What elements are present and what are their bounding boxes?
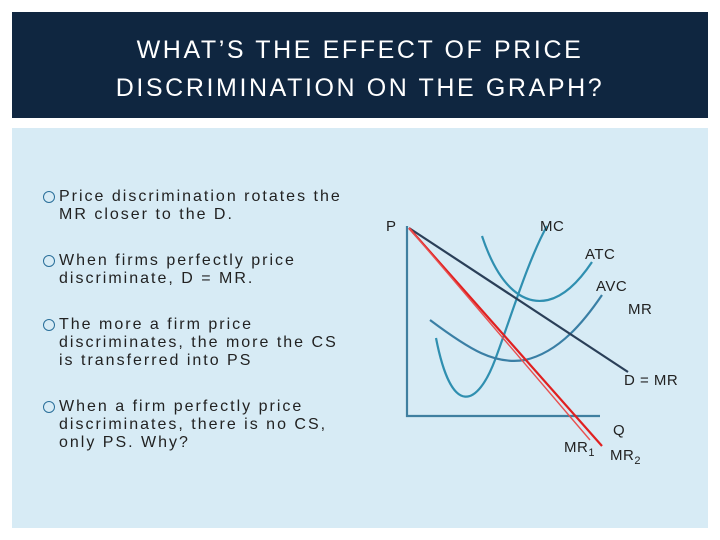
bullet: Price discrimination rotates the MR clos…	[42, 188, 342, 224]
label-mr2: MR2	[610, 447, 641, 467]
label-q: Q	[613, 422, 625, 439]
label-sub: 1	[588, 447, 595, 459]
bullet-list: Price discrimination rotates the MR clos…	[42, 188, 342, 480]
mr2-line	[408, 227, 591, 441]
bullet: When a firm perfectly price discriminate…	[42, 398, 342, 452]
bullet: The more a firm price discriminates, the…	[42, 316, 342, 370]
avc-curve	[429, 294, 603, 362]
axes	[405, 226, 600, 418]
content-panel	[12, 128, 708, 528]
label-mr: MR	[628, 301, 652, 318]
label-d: D = MR	[624, 372, 678, 389]
label-mc: MC	[540, 218, 564, 235]
atc-curve	[480, 235, 593, 302]
label-text: MR	[610, 447, 634, 464]
bullet: When firms perfectly price discriminate,…	[42, 252, 342, 288]
title-line: WHAT’S THE EFFECT OF PRICE	[136, 36, 584, 64]
demand-line	[408, 227, 629, 373]
mr1-line	[408, 227, 603, 447]
label-mr1: MR1	[564, 439, 595, 459]
label-avc: AVC	[596, 278, 627, 295]
header: WHAT’S THE EFFECT OF PRICE DISCRIMINATIO…	[12, 12, 708, 118]
label-sub: 2	[634, 455, 641, 467]
label-atc: ATC	[585, 246, 615, 263]
label-text: MR	[564, 439, 588, 456]
label-p: P	[386, 218, 397, 235]
title-line: DISCRIMINATION ON THE GRAPH?	[115, 74, 605, 102]
mc-curve	[434, 225, 548, 398]
